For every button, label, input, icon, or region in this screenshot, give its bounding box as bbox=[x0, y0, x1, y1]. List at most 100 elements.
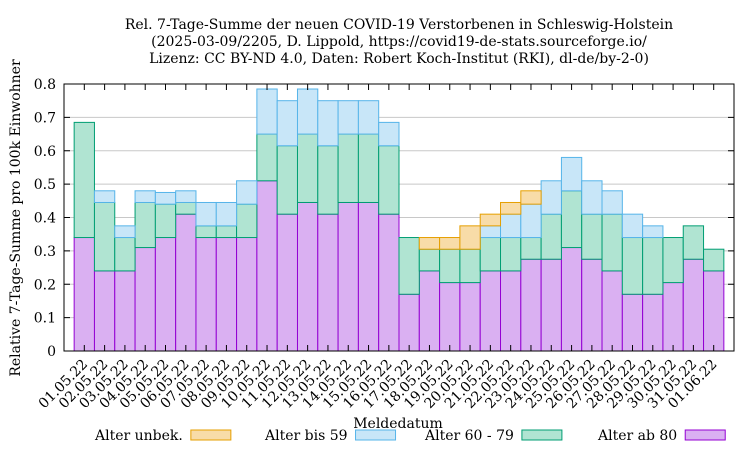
bar-segment-alter-60-79-5 bbox=[175, 201, 197, 215]
bar-segment-alter-bis-59-13 bbox=[337, 100, 359, 135]
bar-segment-alter-60-79-15 bbox=[378, 145, 400, 215]
bar-segment-alter-ab-80-1 bbox=[93, 270, 116, 352]
bar-segment-alter-ab-80-26 bbox=[601, 270, 623, 352]
bar-segment-alter-ab-80-19 bbox=[459, 282, 481, 352]
bar-segment-alter-60-79-12 bbox=[317, 145, 339, 215]
bar-segment-alter-bis-59-14 bbox=[357, 100, 380, 135]
bar-segment-alter-60-79-23 bbox=[540, 213, 562, 260]
axes bbox=[63, 83, 735, 352]
bar-segment-alter-unbek--17 bbox=[418, 237, 441, 250]
legend-swatch-alter-60-79 bbox=[521, 429, 563, 441]
bar-segment-alter-ab-80-29 bbox=[662, 282, 684, 352]
bar-segment-alter-60-79-8 bbox=[236, 203, 258, 239]
bar-segment-alter-ab-80-3 bbox=[134, 247, 156, 352]
bar-segment-alter-ab-80-0 bbox=[73, 237, 95, 352]
bar-segment-alter-60-79-11 bbox=[296, 133, 319, 203]
bar-segment-alter-bis-59-26 bbox=[601, 190, 623, 215]
bar-segment-alter-ab-80-25 bbox=[581, 258, 603, 352]
bar-segment-alter-ab-80-10 bbox=[276, 213, 298, 352]
y-tick-labels: 0 0.1 0.2 0.3 0.4 0.5 0.6 0.7 0.8 bbox=[34, 77, 56, 360]
bar-segment-alter-60-79-4 bbox=[154, 203, 177, 239]
bar-segment-alter-ab-80-20 bbox=[479, 270, 502, 352]
bar-segment-alter-ab-80-28 bbox=[642, 293, 664, 352]
y-tick-label: 0.3 bbox=[34, 244, 56, 260]
bar-segment-alter-bis-59-8 bbox=[236, 180, 258, 205]
bar-segment-alter-bis-59-3 bbox=[134, 190, 156, 203]
legend-swatch-alter-ab-80 bbox=[684, 429, 726, 441]
bar-segment-alter-bis-59-4 bbox=[154, 191, 177, 205]
legend-label-alter-60-79: Alter 60 - 79 bbox=[424, 428, 514, 444]
bar-segment-alter-ab-80-9 bbox=[256, 180, 278, 352]
bar-segment-alter-60-79-7 bbox=[215, 225, 238, 239]
bar-segment-alter-ab-80-8 bbox=[236, 237, 258, 352]
bar-segment-alter-ab-80-22 bbox=[520, 258, 542, 352]
bar-segment-alter-60-79-3 bbox=[134, 201, 156, 249]
bar-segment-alter-unbek--18 bbox=[439, 237, 461, 250]
legend-swatch-alter-bis-59 bbox=[355, 429, 397, 441]
bar-segment-alter-ab-80-23 bbox=[540, 258, 562, 352]
bar-segment-alter-60-79-25 bbox=[581, 213, 603, 260]
bar-segment-alter-bis-59-24 bbox=[560, 156, 583, 192]
bar-segment-alter-ab-80-27 bbox=[621, 293, 644, 352]
bar-segment-alter-60-79-17 bbox=[418, 248, 441, 272]
bar-segment-alter-ab-80-15 bbox=[378, 213, 400, 352]
bar-segment-alter-ab-80-2 bbox=[114, 270, 136, 352]
bar-segment-alter-bis-59-15 bbox=[378, 121, 400, 147]
bar-segment-alter-bis-59-6 bbox=[195, 201, 217, 227]
bar-segment-alter-ab-80-31 bbox=[703, 270, 725, 352]
bar-segment-alter-bis-59-2 bbox=[114, 225, 136, 239]
bar-segment-alter-60-79-16 bbox=[398, 237, 420, 295]
bar-segment-alter-ab-80-5 bbox=[175, 213, 197, 352]
bar-segment-alter-60-79-10 bbox=[276, 145, 298, 215]
bar-segment-alter-ab-80-16 bbox=[398, 293, 420, 352]
bar-segment-alter-60-79-29 bbox=[662, 237, 684, 284]
plot-frame bbox=[63, 83, 735, 352]
bar-segment-alter-bis-59-9 bbox=[256, 88, 278, 135]
y-axis-label: Relative 7-Tage-Summe pro 100k Einwohner bbox=[8, 59, 24, 377]
bar-segment-alter-60-79-21 bbox=[500, 237, 522, 272]
bar-segment-alter-bis-59-21 bbox=[500, 213, 522, 239]
bar-segment-alter-ab-80-11 bbox=[296, 201, 319, 352]
y-tick-label: 0.1 bbox=[34, 311, 56, 327]
bar-segment-alter-60-79-30 bbox=[682, 225, 705, 260]
legend-label-alter-unbek-: Alter unbek. bbox=[94, 428, 183, 444]
bar-segment-alter-bis-59-5 bbox=[175, 190, 197, 203]
bar-segment-alter-bis-59-7 bbox=[215, 201, 238, 227]
bar-segment-alter-60-79-18 bbox=[439, 248, 461, 284]
bar-segment-alter-bis-59-10 bbox=[276, 100, 298, 147]
bar-segment-alter-60-79-20 bbox=[479, 237, 502, 272]
bar-segment-alter-ab-80-13 bbox=[337, 201, 359, 352]
bar-segment-alter-bis-59-20 bbox=[479, 225, 502, 239]
bar-segment-alter-bis-59-22 bbox=[520, 203, 542, 239]
bar-segment-alter-ab-80-12 bbox=[317, 213, 339, 352]
y-tick-label: 0 bbox=[47, 344, 56, 360]
bar-segment-alter-bis-59-25 bbox=[581, 180, 603, 215]
bar-segment-alter-bis-59-23 bbox=[540, 180, 562, 215]
bar-segment-alter-60-79-6 bbox=[195, 225, 217, 239]
y-tick-label: 0.5 bbox=[34, 177, 56, 193]
bar-segment-alter-60-79-14 bbox=[357, 133, 380, 203]
bars bbox=[73, 88, 725, 352]
x-axis-label: Meldedatum bbox=[353, 416, 443, 432]
chart-title-line-1: Rel. 7-Tage-Summe der neuen COVID-19 Ver… bbox=[125, 17, 673, 33]
bar-segment-alter-ab-80-18 bbox=[439, 282, 461, 352]
bar-segment-alter-60-79-28 bbox=[642, 237, 664, 295]
bar-segment-alter-ab-80-7 bbox=[215, 237, 238, 352]
chart-title-line-3: Lizenz: CC BY-ND 4.0, Daten: Robert Koch… bbox=[149, 51, 649, 67]
bar-segment-alter-60-79-2 bbox=[114, 237, 136, 272]
bar-segment-alter-ab-80-21 bbox=[500, 270, 522, 352]
chart-title-line-2: (2025-03-09/2205, D. Lippold, https://co… bbox=[151, 34, 647, 50]
bar-segment-alter-ab-80-4 bbox=[154, 237, 177, 352]
bar-segment-alter-bis-59-11 bbox=[296, 88, 319, 135]
y-tick-label: 0.6 bbox=[34, 144, 56, 160]
legend-label-alter-bis-59: Alter bis 59 bbox=[264, 428, 348, 444]
bar-segment-alter-60-79-9 bbox=[256, 133, 278, 182]
bar-segment-alter-60-79-24 bbox=[560, 190, 583, 249]
bar-segment-alter-unbek--19 bbox=[459, 225, 481, 250]
bar-segment-alter-bis-59-28 bbox=[642, 225, 664, 239]
y-tick-label: 0.4 bbox=[34, 211, 56, 227]
y-tick-label: 0.7 bbox=[34, 110, 56, 126]
legend-label-alter-ab-80: Alter ab 80 bbox=[597, 428, 677, 444]
bar-segment-alter-unbek--21 bbox=[500, 201, 522, 215]
bar-segment-alter-ab-80-24 bbox=[560, 247, 583, 352]
